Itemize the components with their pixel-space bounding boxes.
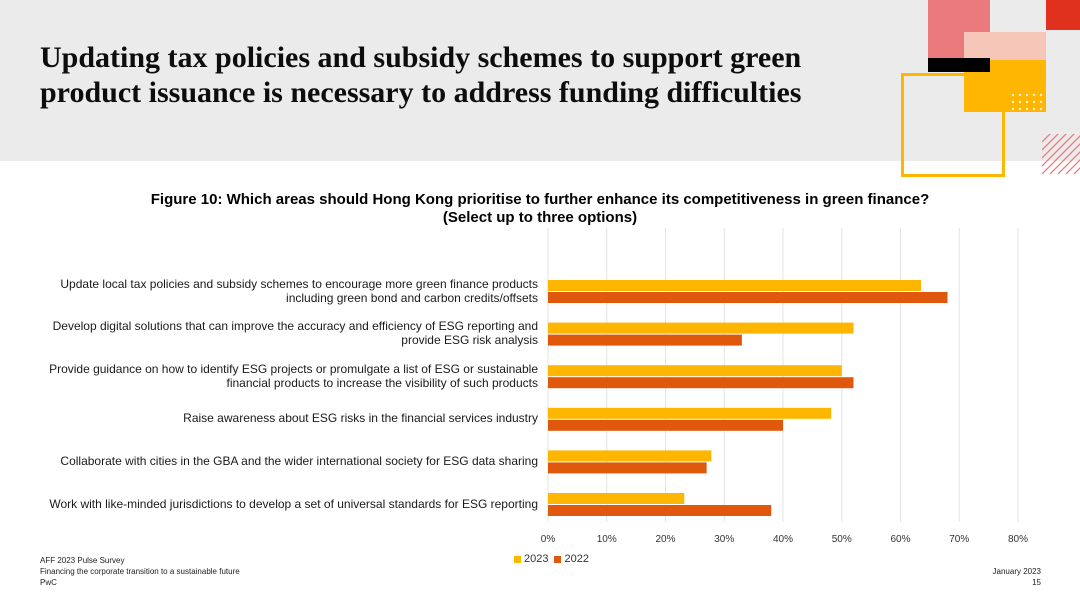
figure-subtitle: (Select up to three options) <box>442 209 638 226</box>
bar-2023-5 <box>548 493 685 504</box>
category-label: Collaborate with cities in the GBA and t… <box>18 454 538 468</box>
x-tick-label: 70% <box>949 534 969 545</box>
bar-2023-3 <box>548 407 832 419</box>
category-label: Raise awareness about ESG risks in the f… <box>18 411 538 425</box>
legend-item-2023: 2023 <box>514 553 548 565</box>
x-tick-label: 50% <box>832 534 852 545</box>
legend-item-2022: 2022 <box>554 553 589 565</box>
x-tick-label: 80% <box>1008 534 1028 545</box>
category-label-line: Provide guidance on how to identify ESG … <box>49 361 538 376</box>
bar-2022-1 <box>548 334 742 346</box>
category-label: Work with like-minded jurisdictions to d… <box>18 497 538 511</box>
category-label-line: including green bond and carbon credits/… <box>286 290 538 305</box>
x-tick-label: 40% <box>773 534 793 545</box>
page-number: 15 <box>1032 578 1041 587</box>
figure-title: Figure 10: Which areas should Hong Kong … <box>150 191 930 208</box>
deco-red-corner <box>1046 0 1080 30</box>
footer-source: AFF 2023 Pulse Survey Financing the corp… <box>40 555 240 588</box>
deco-black-bar <box>928 58 990 72</box>
bar-2022-2 <box>548 377 854 389</box>
category-label-line: Update local tax policies and subsidy sc… <box>60 276 538 291</box>
category-label-line: financial products to increase the visib… <box>226 375 539 390</box>
category-label: Develop digital solutions that can impro… <box>18 319 538 347</box>
category-label-line: Collaborate with cities in the GBA and t… <box>60 453 538 468</box>
category-label-line: provide ESG risk analysis <box>401 333 538 348</box>
footer-date: January 2023 <box>992 567 1041 576</box>
footer-company: PwC <box>40 578 57 587</box>
chart-legend: 2023 2022 <box>514 553 589 565</box>
x-tick-label: 60% <box>890 534 910 545</box>
deco-hatch <box>1042 134 1080 174</box>
category-label: Provide guidance on how to identify ESG … <box>18 362 538 390</box>
x-tick-label: 10% <box>597 534 617 545</box>
legend-label-2022: 2022 <box>564 553 589 565</box>
bar-2022-3 <box>548 419 783 431</box>
bar-2023-0 <box>548 280 922 291</box>
legend-label-2023: 2023 <box>524 553 549 565</box>
x-tick-label: 20% <box>655 534 675 545</box>
category-label-line: Raise awareness about ESG risks in the f… <box>183 411 538 426</box>
x-tick-label: 0% <box>541 534 556 545</box>
category-label-line: Develop digital solutions that can impro… <box>52 319 538 334</box>
bar-2023-1 <box>548 322 854 334</box>
footer-survey: AFF 2023 Pulse Survey <box>40 556 125 565</box>
x-tick-label: 30% <box>714 534 734 545</box>
category-label-line: Work with like-minded jurisdictions to d… <box>49 496 538 511</box>
bar-2023-2 <box>548 365 842 377</box>
legend-swatch-2022 <box>554 555 562 563</box>
legend-swatch-2023 <box>514 555 521 563</box>
bar-2022-0 <box>548 292 948 303</box>
deco-dot-grid <box>1011 93 1043 111</box>
category-label: Update local tax policies and subsidy sc… <box>18 277 538 305</box>
bar-2023-4 <box>548 450 712 462</box>
footer-report: Financing the corporate transition to a … <box>40 567 240 576</box>
slide-title-rest: to support green product issuance is nec… <box>40 41 802 109</box>
bar-2022-5 <box>548 505 772 516</box>
header-band <box>0 0 1080 161</box>
slide-title-bold: Updating tax policies and subsidy scheme… <box>40 41 583 74</box>
bar-2022-4 <box>548 462 707 474</box>
deco-orange-outline <box>901 73 1005 177</box>
slide-title: Updating tax policies and subsidy scheme… <box>40 40 900 110</box>
footer-right: January 2023 15 <box>993 566 1041 588</box>
deco-light-pink-block <box>964 32 1046 60</box>
